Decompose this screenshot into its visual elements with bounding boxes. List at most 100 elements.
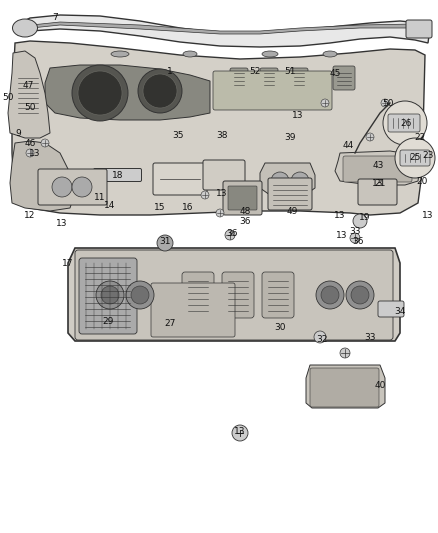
FancyBboxPatch shape bbox=[203, 160, 245, 190]
PathPatch shape bbox=[306, 365, 385, 408]
Circle shape bbox=[101, 286, 119, 304]
Text: 30: 30 bbox=[274, 322, 286, 332]
FancyBboxPatch shape bbox=[222, 272, 254, 318]
Text: 50: 50 bbox=[2, 93, 14, 101]
FancyBboxPatch shape bbox=[182, 272, 214, 318]
Text: 15: 15 bbox=[154, 204, 166, 213]
Circle shape bbox=[78, 71, 122, 115]
Circle shape bbox=[321, 99, 329, 107]
Text: 13: 13 bbox=[29, 149, 41, 157]
PathPatch shape bbox=[260, 163, 315, 195]
Text: 39: 39 bbox=[284, 133, 296, 142]
Circle shape bbox=[143, 74, 177, 108]
Ellipse shape bbox=[262, 51, 278, 57]
Text: 20: 20 bbox=[416, 176, 427, 185]
Text: 1: 1 bbox=[167, 67, 173, 76]
Text: 26: 26 bbox=[400, 118, 412, 127]
FancyBboxPatch shape bbox=[213, 71, 332, 110]
Text: 13: 13 bbox=[216, 189, 228, 198]
PathPatch shape bbox=[22, 22, 425, 34]
Text: 13: 13 bbox=[334, 211, 346, 220]
Text: 17: 17 bbox=[62, 259, 74, 268]
Circle shape bbox=[138, 69, 182, 113]
FancyBboxPatch shape bbox=[400, 150, 430, 166]
Text: 47: 47 bbox=[22, 82, 34, 91]
Circle shape bbox=[314, 331, 326, 343]
PathPatch shape bbox=[10, 141, 75, 211]
Circle shape bbox=[395, 138, 435, 178]
FancyBboxPatch shape bbox=[268, 178, 312, 210]
Ellipse shape bbox=[13, 19, 38, 37]
FancyBboxPatch shape bbox=[290, 68, 308, 90]
Text: 43: 43 bbox=[372, 160, 384, 169]
Text: 13: 13 bbox=[336, 230, 348, 239]
Circle shape bbox=[126, 281, 154, 309]
Text: 12: 12 bbox=[25, 211, 35, 220]
Circle shape bbox=[216, 209, 224, 217]
FancyBboxPatch shape bbox=[333, 66, 355, 90]
Circle shape bbox=[72, 177, 92, 197]
FancyBboxPatch shape bbox=[93, 168, 141, 182]
Text: 13: 13 bbox=[56, 219, 68, 228]
Ellipse shape bbox=[323, 51, 337, 57]
Circle shape bbox=[383, 101, 427, 145]
Circle shape bbox=[346, 281, 374, 309]
FancyBboxPatch shape bbox=[153, 163, 207, 195]
Text: 23: 23 bbox=[422, 150, 434, 159]
FancyBboxPatch shape bbox=[343, 156, 412, 182]
Circle shape bbox=[321, 286, 339, 304]
Text: 13: 13 bbox=[234, 426, 246, 435]
Circle shape bbox=[271, 172, 289, 190]
Text: 51: 51 bbox=[284, 67, 296, 76]
FancyBboxPatch shape bbox=[260, 68, 278, 90]
Text: 14: 14 bbox=[104, 200, 116, 209]
Text: 38: 38 bbox=[216, 131, 228, 140]
Text: 48: 48 bbox=[239, 206, 251, 215]
Circle shape bbox=[291, 172, 309, 190]
FancyBboxPatch shape bbox=[358, 179, 397, 205]
Circle shape bbox=[340, 348, 350, 358]
PathPatch shape bbox=[68, 248, 400, 341]
Circle shape bbox=[96, 281, 124, 309]
PathPatch shape bbox=[12, 41, 425, 215]
Text: 19: 19 bbox=[359, 213, 371, 222]
FancyBboxPatch shape bbox=[228, 186, 257, 210]
Text: 22: 22 bbox=[414, 133, 426, 142]
PathPatch shape bbox=[45, 65, 210, 120]
Circle shape bbox=[351, 286, 369, 304]
Text: 52: 52 bbox=[249, 67, 261, 76]
Ellipse shape bbox=[111, 51, 129, 57]
Circle shape bbox=[225, 230, 235, 240]
Text: 9: 9 bbox=[15, 128, 21, 138]
Circle shape bbox=[52, 177, 72, 197]
Text: 36: 36 bbox=[352, 237, 364, 246]
Text: 44: 44 bbox=[343, 141, 353, 149]
Text: 31: 31 bbox=[159, 237, 171, 246]
Circle shape bbox=[131, 286, 149, 304]
Text: 21: 21 bbox=[374, 179, 386, 188]
Text: 45: 45 bbox=[329, 69, 341, 77]
FancyBboxPatch shape bbox=[378, 301, 404, 317]
FancyBboxPatch shape bbox=[151, 283, 235, 337]
Text: 50: 50 bbox=[24, 103, 36, 112]
Circle shape bbox=[353, 214, 367, 228]
FancyBboxPatch shape bbox=[388, 114, 420, 132]
Text: 18: 18 bbox=[112, 171, 124, 180]
Text: 40: 40 bbox=[374, 381, 386, 390]
PathPatch shape bbox=[335, 151, 420, 185]
Text: 29: 29 bbox=[102, 317, 114, 326]
Ellipse shape bbox=[183, 51, 197, 57]
Text: 27: 27 bbox=[164, 319, 176, 327]
Circle shape bbox=[381, 99, 389, 107]
PathPatch shape bbox=[8, 51, 50, 138]
Circle shape bbox=[350, 233, 360, 243]
Circle shape bbox=[366, 133, 374, 141]
Text: 36: 36 bbox=[226, 229, 238, 238]
Text: 36: 36 bbox=[239, 216, 251, 225]
Text: 16: 16 bbox=[182, 204, 194, 213]
Text: 13: 13 bbox=[292, 110, 304, 119]
Text: 25: 25 bbox=[410, 154, 420, 163]
Text: 49: 49 bbox=[286, 206, 298, 215]
Text: 13: 13 bbox=[372, 179, 384, 188]
FancyBboxPatch shape bbox=[79, 258, 137, 334]
